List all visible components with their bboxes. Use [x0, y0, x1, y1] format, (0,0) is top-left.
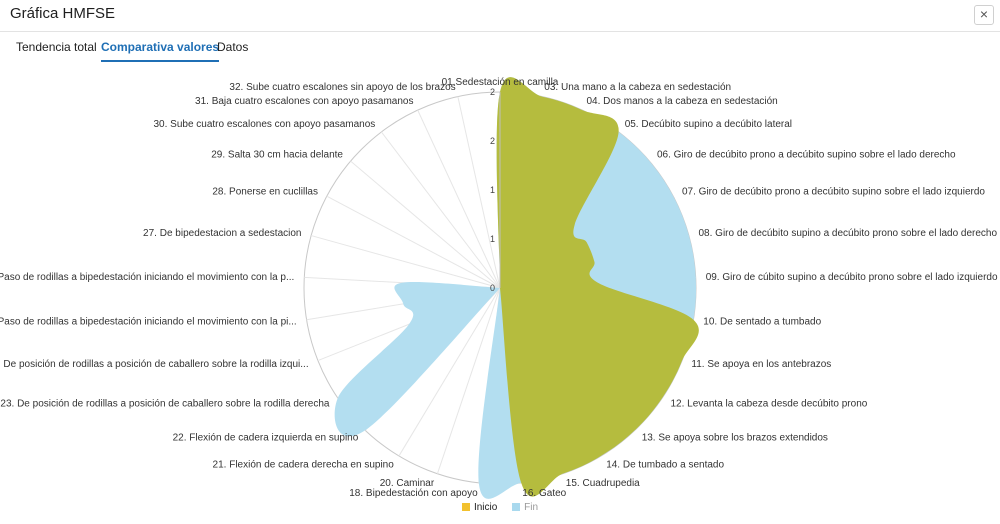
radar-spoke	[311, 235, 501, 289]
radar-spoke	[398, 287, 501, 457]
legend-swatch-inicio	[461, 503, 470, 511]
close-icon[interactable]: ×	[974, 5, 994, 25]
axis-label: 05. Decúbito supino a decúbito lateral	[625, 119, 792, 130]
axis-label: 23. De posición de rodillas a posición d…	[0, 399, 330, 410]
axis-label: 31. Baja cuatro escalones con apoyo pasa…	[195, 96, 413, 107]
axis-label: 27. De bipedestacion a sedestacion	[143, 228, 301, 239]
axis-label: 10. De sentado a tumbado	[703, 316, 821, 327]
axis-label: 20. Caminar	[380, 478, 435, 489]
tab-datos[interactable]: Datos	[217, 40, 249, 54]
axis-label: 07. Giro de decúbito prono a decúbito su…	[682, 187, 985, 198]
axis-label: 13. Se apoya sobre los brazos extendidos	[642, 433, 828, 444]
radar-spoke	[380, 131, 501, 289]
axis-label: 30. Sube cuatro escalones con apoyo pasa…	[153, 119, 375, 130]
tab-tendencia-total[interactable]: Tendencia total	[16, 40, 97, 54]
legend-item-inicio[interactable]: Inicio	[461, 502, 498, 513]
axis-label: 28. Ponerse en cuclillas	[212, 187, 318, 198]
radar-spoke	[350, 160, 501, 289]
legend-item-fin[interactable]: Fin	[512, 502, 538, 513]
radial-tick-label: 2	[490, 87, 495, 97]
radar-spoke	[326, 195, 501, 289]
axis-label: 24. De posición de rodillas a posición d…	[0, 359, 309, 370]
axis-label: 06. Giro de decúbito prono a decúbito su…	[657, 150, 956, 161]
axis-label: 22. Flexión de cadera izquierda en supin…	[173, 433, 359, 444]
axis-label: 32. Sube cuatro escalones sin apoyo de l…	[229, 82, 455, 93]
legend-label-fin: Fin	[524, 502, 539, 513]
axis-label: 11. Se apoya en los antebrazos	[691, 359, 831, 370]
axis-label: 12. Levanta la cabeza desde decúbito pro…	[671, 399, 868, 410]
radial-tick-label: 1	[490, 234, 495, 244]
chart-legend: Inicio Fin	[0, 502, 1000, 516]
legend-swatch-fin	[512, 503, 521, 511]
radar-spoke	[457, 96, 501, 289]
axis-label: 16. Gateo	[522, 488, 566, 499]
radial-tick-label: 2	[490, 136, 495, 146]
series-area-inicio	[418, 77, 699, 497]
legend-label-inicio: Inicio	[473, 502, 498, 513]
window-title: Gráfica HMFSE	[10, 5, 116, 22]
tab-comparativa-valores[interactable]: Comparativa valores	[101, 40, 220, 62]
axis-label: 18. Bipedestación con apoyo	[349, 488, 478, 499]
axis-label: 25. Paso de rodillas a bipedestación ini…	[0, 316, 297, 327]
radar-spoke	[417, 109, 501, 289]
axis-label: 15. Cuadrupedia	[566, 478, 640, 489]
axis-label: 09. Giro de cúbito supino a decúbito pro…	[706, 272, 998, 283]
axis-label: 29. Salta 30 cm hacia delante	[211, 150, 343, 161]
axis-label: 08. Giro de decúbito supino a decúbito p…	[699, 228, 998, 239]
axis-label: 03. Una mano a la cabeza en sedestación	[544, 82, 731, 93]
tab-bar: Tendencia total Comparativa valores Dato…	[0, 32, 1000, 64]
axis-label: 21. Flexión de cadera derecha en supino	[213, 460, 395, 471]
axis-label: 04. Dos manos a la cabeza en sedestación	[587, 96, 778, 107]
radar-spoke	[436, 287, 501, 474]
radial-tick-label: 0	[490, 283, 495, 293]
window-header: Gráfica HMFSE ×	[0, 0, 1000, 32]
axis-label: 14. De tumbado a sentado	[606, 460, 724, 471]
radial-tick-label: 1	[490, 185, 495, 195]
axis-label: 26. Paso de rodillas a bipedestación ini…	[0, 272, 294, 283]
axis-label: 01.Sedestación en camilla	[442, 77, 559, 88]
